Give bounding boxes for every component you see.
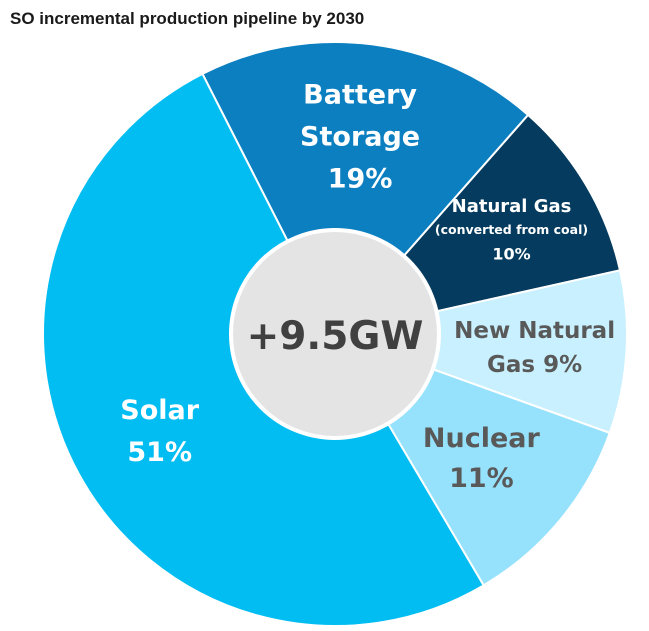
- center-hole: [229, 228, 441, 440]
- chart-title: SO incremental production pipeline by 20…: [10, 9, 365, 28]
- slice-label: Battery: [303, 79, 417, 110]
- slice-label: Gas 9%: [487, 352, 582, 378]
- pie-slice-new-natural-gas: [331, 269, 628, 435]
- slice-label: Natural Gas: [452, 196, 572, 217]
- pie-slice-battery-storage: [201, 41, 530, 336]
- slice-label: New Natural: [454, 318, 615, 344]
- slice-label: (converted from coal): [435, 222, 588, 237]
- center-label: +9.5GW: [247, 314, 424, 359]
- slice-label: Solar: [120, 395, 199, 426]
- slice-label: Nuclear: [423, 423, 541, 454]
- slice-label: 11%: [449, 463, 514, 494]
- slice-label: 10%: [492, 244, 530, 263]
- slice-label: Storage: [300, 121, 420, 152]
- slice-label: 19%: [328, 163, 393, 194]
- slice-label: 51%: [127, 437, 192, 468]
